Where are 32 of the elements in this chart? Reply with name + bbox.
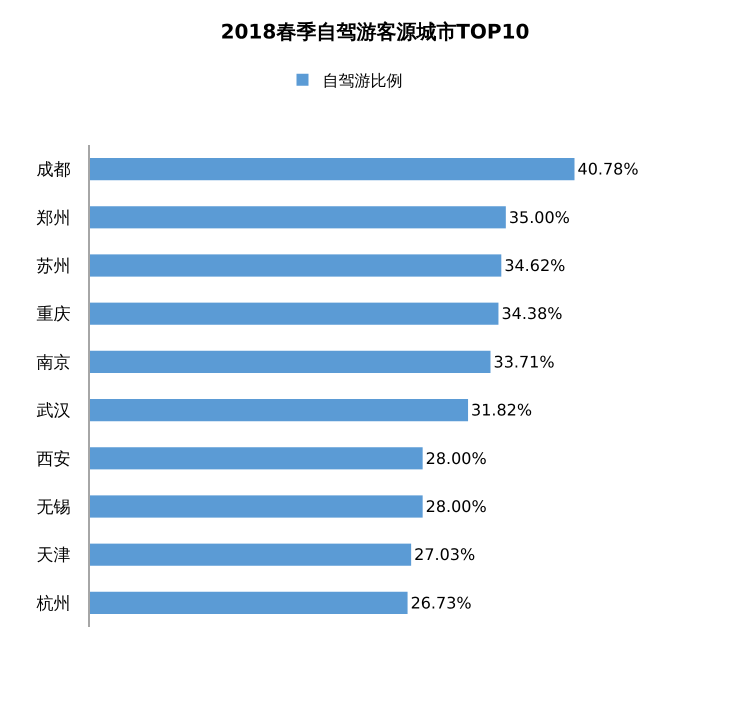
y-tick-label: 杭州: [36, 594, 71, 614]
y-tick-label: 无锡: [36, 497, 71, 518]
y-tick-label: 武汉: [36, 401, 71, 422]
data-label: 28.00%: [426, 448, 487, 468]
data-label: 27.03%: [414, 545, 476, 564]
chart-title: 2018春季自驾游客源城市TOP10: [220, 20, 530, 44]
bar: [90, 495, 423, 518]
y-tick-label: 西安: [36, 449, 71, 470]
data-label: 40.78%: [578, 160, 639, 179]
y-tick-label: 南京: [36, 352, 71, 373]
y-tick-label: 重庆: [36, 304, 71, 325]
data-label: 28.00%: [426, 497, 487, 516]
bar: [90, 544, 412, 566]
bar: [90, 158, 574, 180]
legend-label: 自驾游比例: [322, 70, 402, 90]
data-label: 33.71%: [494, 352, 555, 372]
y-tick-label: 苏州: [36, 256, 71, 276]
bar: [90, 254, 502, 277]
y-tick-label: 成都: [36, 160, 71, 180]
bar: [90, 350, 490, 373]
bar: [90, 206, 506, 228]
y-tick-label: 郑州: [36, 208, 71, 228]
data-label: 35.00%: [508, 208, 570, 227]
data-label: 31.82%: [471, 400, 532, 420]
bar: [90, 302, 498, 325]
bar: [90, 399, 468, 422]
data-label: 34.62%: [504, 256, 566, 275]
data-label: 34.38%: [501, 304, 562, 324]
data-label: 26.73%: [410, 593, 472, 612]
y-tick-label: 天津: [36, 546, 71, 566]
bar: [90, 447, 423, 470]
bar: [90, 592, 408, 614]
